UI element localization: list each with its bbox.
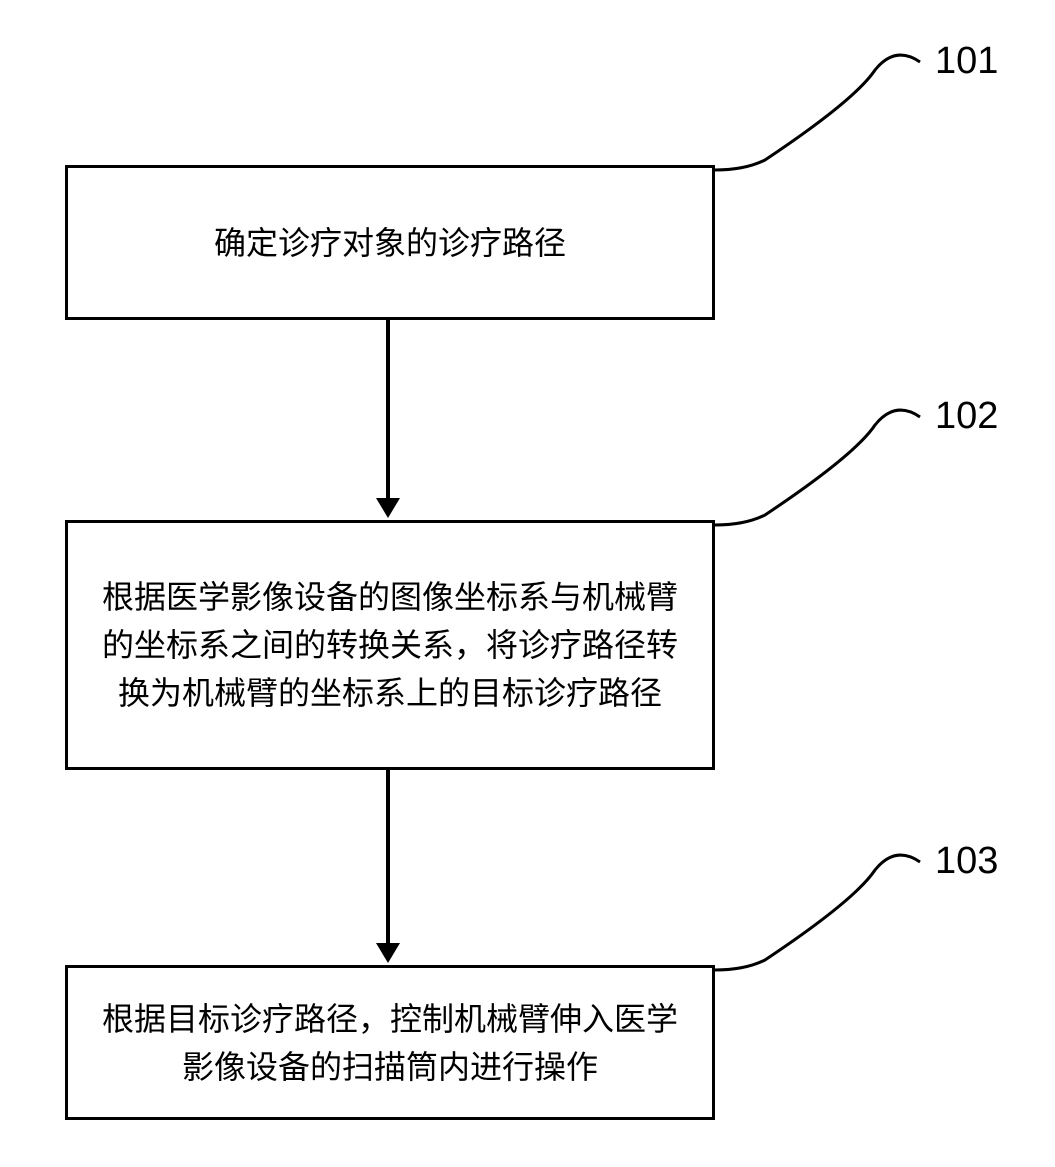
- label-102: 102: [935, 395, 998, 438]
- connector-3: [715, 840, 925, 980]
- arrow-2-to-3: [386, 770, 390, 945]
- flowchart-step-2: 根据医学影像设备的图像坐标系与机械臂的坐标系之间的转换关系，将诊疗路径转换为机械…: [65, 520, 715, 770]
- connector-1: [715, 40, 925, 180]
- connector-2: [715, 395, 925, 535]
- flowchart-step-1: 确定诊疗对象的诊疗路径: [65, 165, 715, 320]
- step-1-text: 确定诊疗对象的诊疗路径: [214, 219, 566, 267]
- step-3-text: 根据目标诊疗路径，控制机械臂伸入医学影像设备的扫描筒内进行操作: [98, 995, 682, 1091]
- flowchart-step-3: 根据目标诊疗路径，控制机械臂伸入医学影像设备的扫描筒内进行操作: [65, 965, 715, 1120]
- arrow-1-to-2: [386, 320, 390, 500]
- label-101: 101: [935, 40, 998, 83]
- flowchart-container: 确定诊疗对象的诊疗路径 根据医学影像设备的图像坐标系与机械臂的坐标系之间的转换关…: [0, 0, 1055, 1167]
- step-2-text: 根据医学影像设备的图像坐标系与机械臂的坐标系之间的转换关系，将诊疗路径转换为机械…: [98, 573, 682, 717]
- arrowhead-1-to-2: [376, 498, 400, 518]
- arrowhead-2-to-3: [376, 943, 400, 963]
- label-103: 103: [935, 840, 998, 883]
